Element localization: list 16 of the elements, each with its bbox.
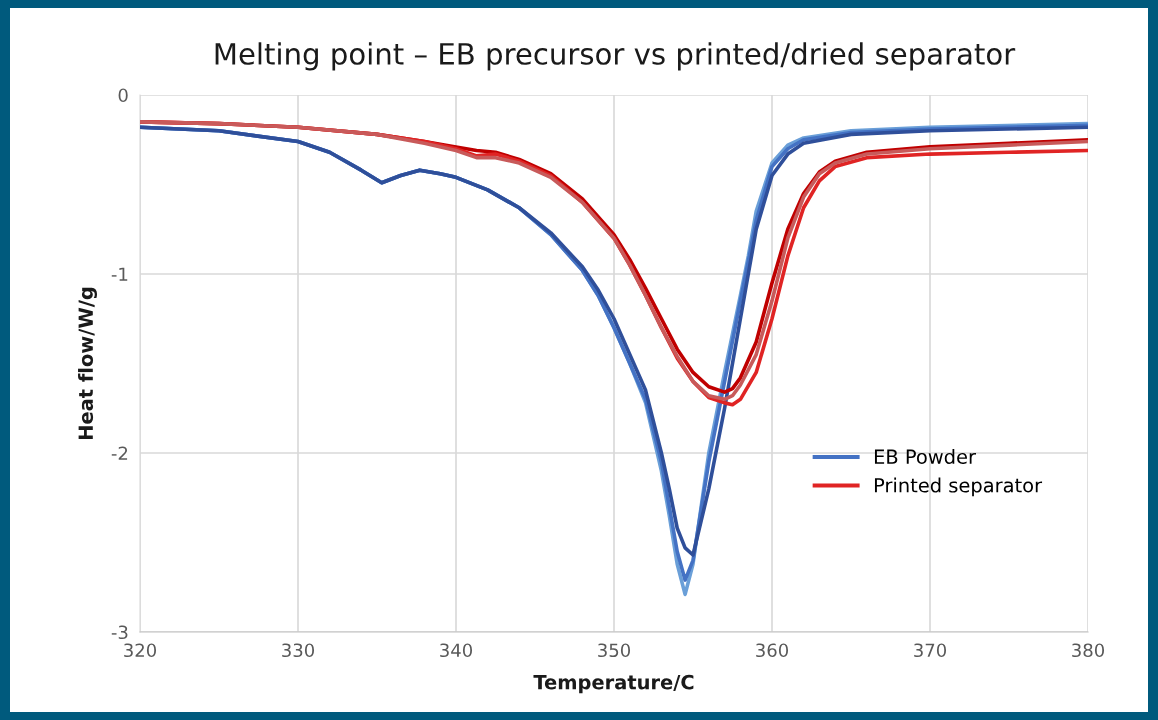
chart-title: Melting point – EB precursor vs printed/dried separator — [215, 42, 1016, 71]
x-tick-label: 320 — [124, 643, 157, 658]
x-tick-label: 350 — [598, 643, 631, 658]
x-tick-label: 340 — [440, 643, 473, 658]
y-tick-label: -3 — [111, 625, 128, 640]
x-tick-label: 370 — [914, 643, 947, 658]
x-tick-label: 360 — [756, 643, 789, 658]
x-tick-label: 330 — [282, 643, 315, 658]
x-tick-label: 380 — [1072, 643, 1105, 658]
legend-label: Printed separator — [874, 477, 1043, 497]
y-tick-label: 0 — [118, 88, 128, 103]
y-tick-label: -2 — [111, 446, 128, 460]
legend-label: EB Powder — [874, 449, 976, 465]
y-tick-label: -1 — [111, 267, 128, 281]
x-axis-title: Temperature/C — [533, 674, 694, 694]
y-axis-title: Heat flow/W/g — [78, 287, 97, 440]
